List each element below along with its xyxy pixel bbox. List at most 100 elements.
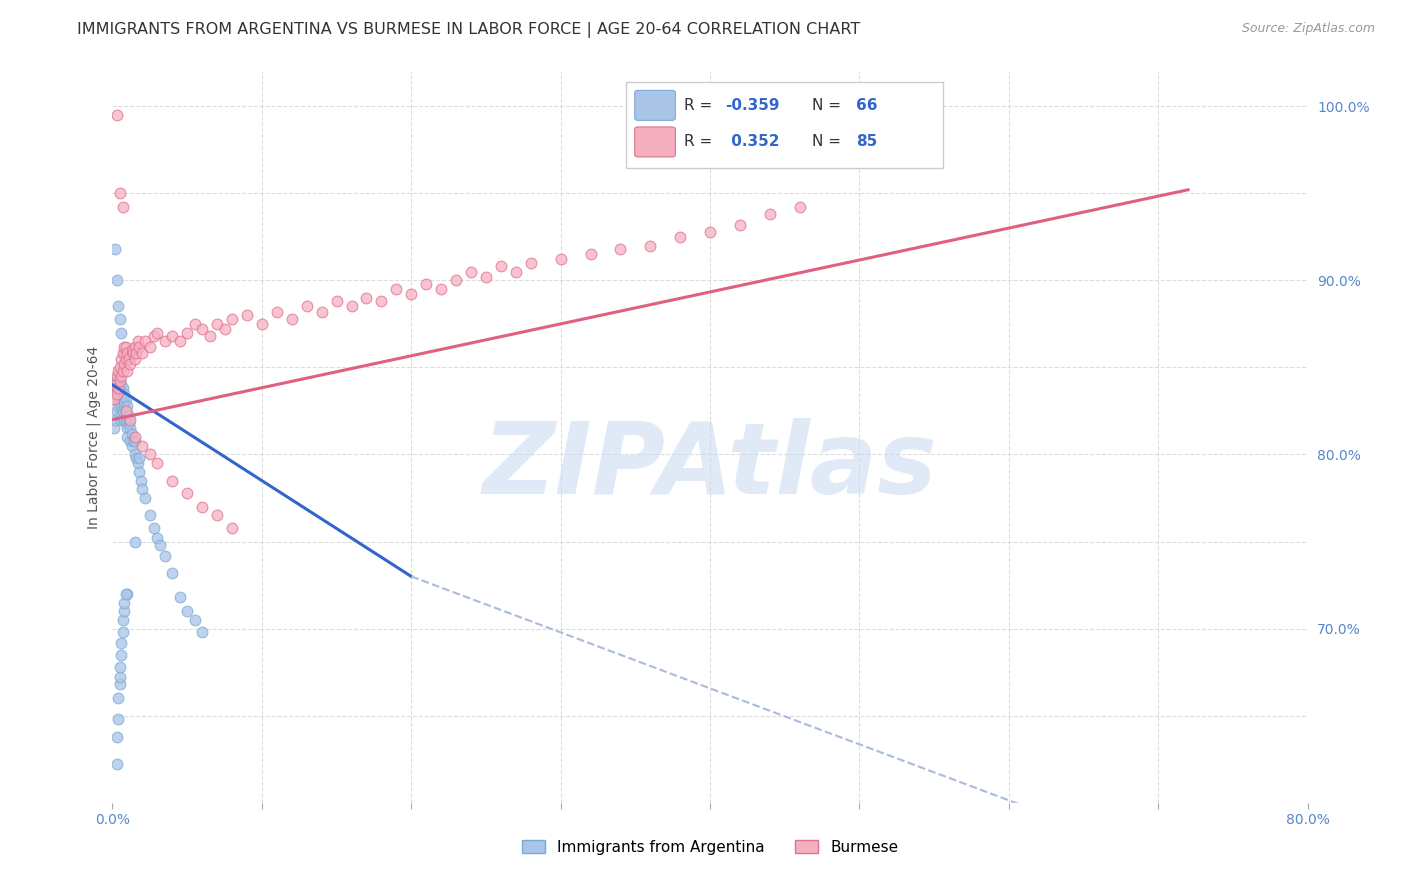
Point [370,294,392,309]
Point [609,242,631,256]
Point [103,421,125,435]
Point [475,269,498,284]
Point [108,670,131,684]
Point [129,474,152,488]
Point [114,357,135,371]
Point [111,404,134,418]
Point [117,346,139,360]
Point [115,392,138,406]
Point [104,386,127,401]
Point [117,399,139,413]
Point [115,416,138,430]
Point [104,412,127,426]
Point [430,282,453,296]
Point [281,311,304,326]
Point [110,377,132,392]
Point [143,329,166,343]
Legend: Immigrants from Argentina, Burmese: Immigrants from Argentina, Burmese [516,834,904,861]
Point [325,294,347,309]
Point [110,399,132,413]
Point [183,317,205,331]
Point [153,334,176,349]
Point [669,229,692,244]
Point [127,334,149,349]
Point [122,346,145,360]
Point [340,300,363,314]
Point [124,430,146,444]
Point [115,404,138,418]
Point [214,322,236,336]
Point [111,200,134,214]
Point [110,635,132,649]
Point [108,186,131,201]
Text: 0.352: 0.352 [725,134,779,149]
Point [105,386,128,401]
Point [385,282,408,296]
Point [205,317,228,331]
Point [128,339,150,353]
Point [205,508,228,523]
Point [356,291,378,305]
Point [489,260,512,274]
Point [124,534,146,549]
Point [107,712,129,726]
Point [111,364,134,378]
Point [162,566,183,580]
Point [127,456,149,470]
Point [105,273,128,287]
Point [640,238,662,252]
Point [111,346,134,360]
Point [134,334,156,349]
Point [120,412,142,426]
Point [131,483,153,497]
Point [118,351,141,366]
Point [176,326,198,340]
Point [191,625,214,640]
Point [105,369,128,384]
Point [103,392,125,406]
Point [107,399,129,413]
Point [105,381,128,395]
Point [110,351,132,366]
Point [295,300,318,314]
Point [107,392,129,406]
Point [139,339,162,353]
Point [125,450,148,465]
Point [120,357,142,371]
Point [117,587,139,601]
Point [111,392,134,406]
Point [108,409,131,424]
Point [108,375,131,389]
Point [107,369,129,384]
FancyBboxPatch shape [627,81,943,168]
Point [122,434,145,448]
Point [117,421,139,435]
Point [444,273,467,287]
Point [114,339,135,353]
Point [460,265,482,279]
Point [759,207,782,221]
Point [250,317,273,331]
Point [108,386,131,401]
Point [108,677,131,691]
Point [110,412,132,426]
Point [550,252,572,267]
Point [125,346,148,360]
Point [114,386,135,401]
Point [415,277,437,291]
Text: R =: R = [683,134,717,149]
Point [520,256,543,270]
Text: 66: 66 [856,97,877,112]
Point [105,730,128,744]
Point [105,108,128,122]
Point [121,343,143,357]
Text: Source: ZipAtlas.com: Source: ZipAtlas.com [1241,22,1375,36]
Point [117,430,139,444]
Point [115,587,138,601]
Text: R =: R = [683,97,717,112]
Text: -0.359: -0.359 [725,97,780,112]
Point [105,404,128,418]
Point [110,326,132,340]
FancyBboxPatch shape [634,127,675,157]
Point [143,521,166,535]
